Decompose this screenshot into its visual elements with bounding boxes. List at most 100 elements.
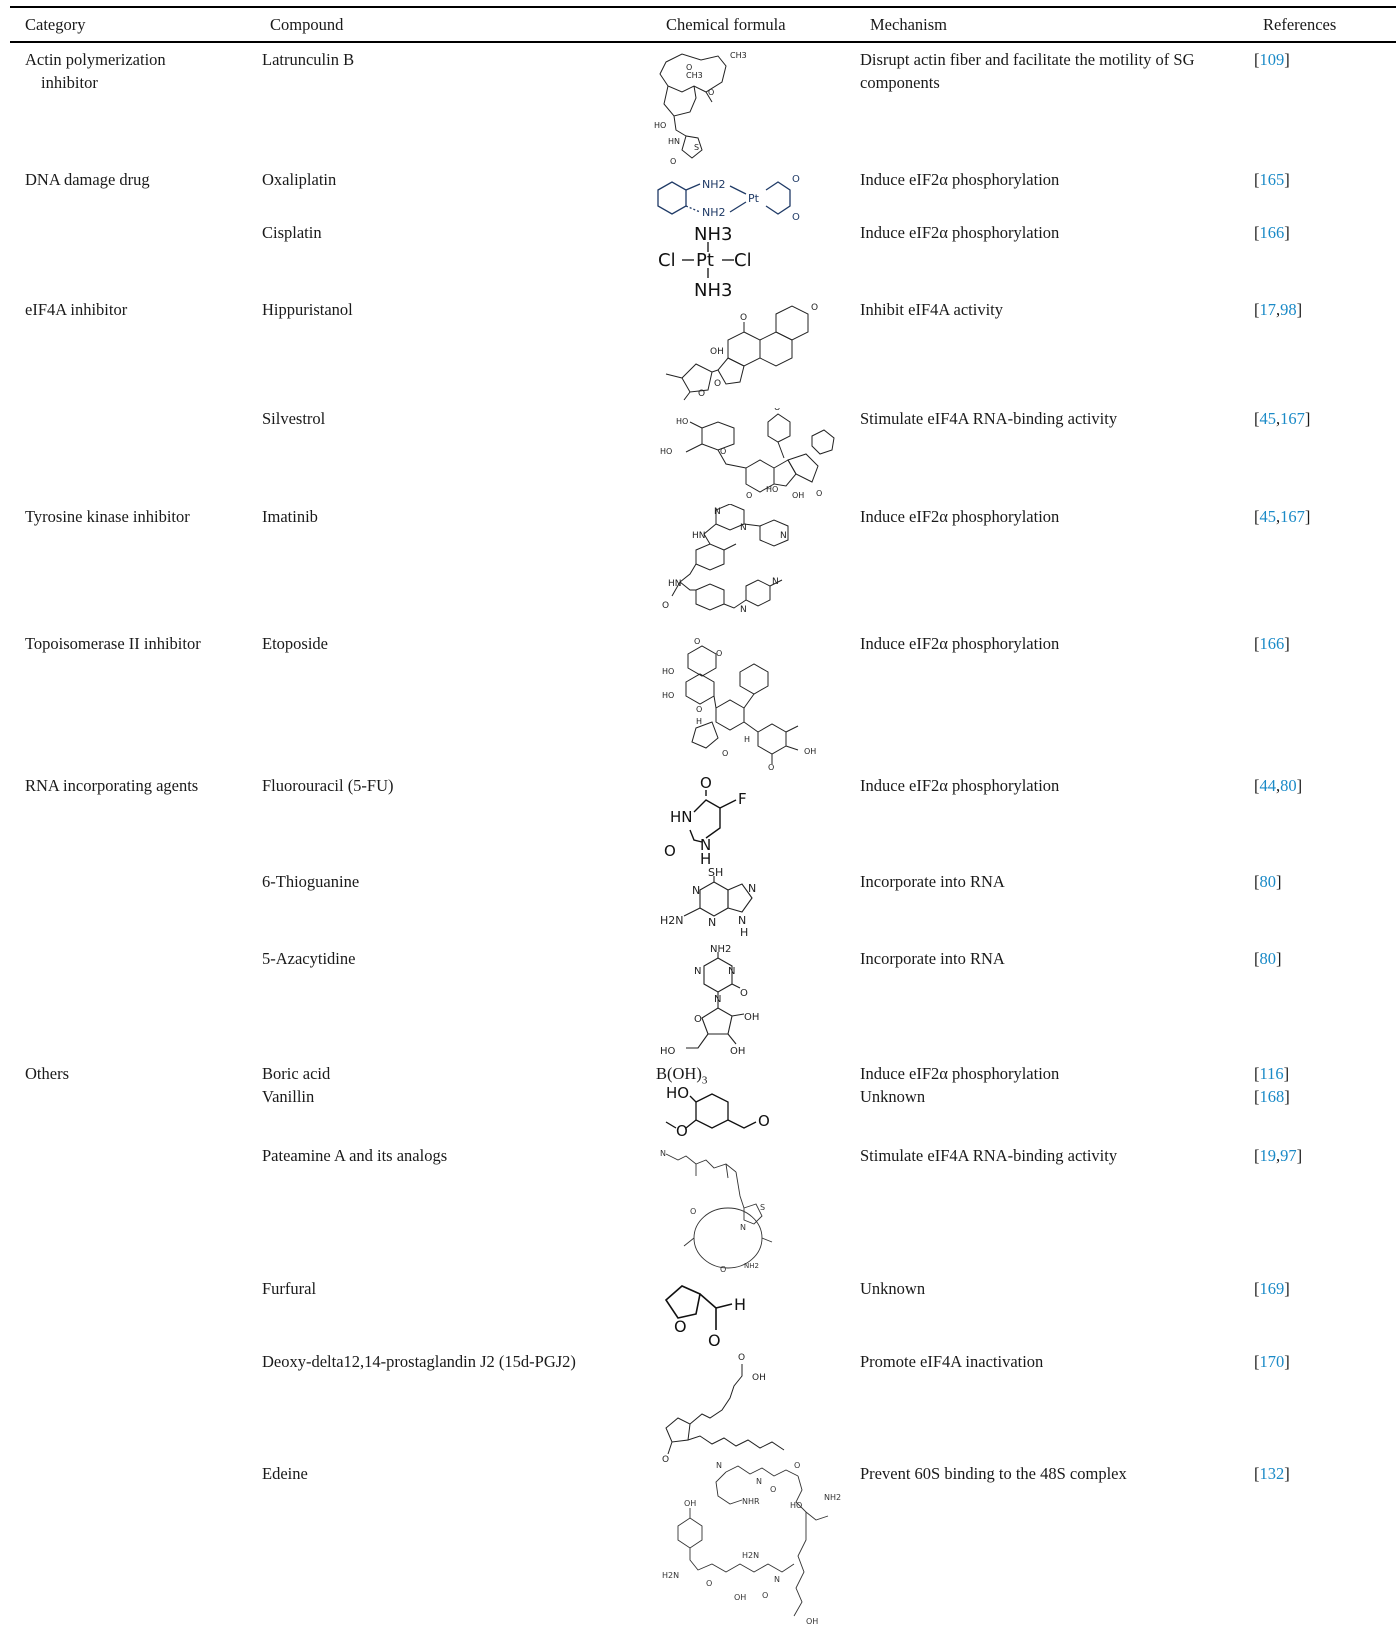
ref-link[interactable]: 19: [1259, 1146, 1277, 1165]
svg-text:O: O: [792, 174, 800, 185]
structure-silvestrol: HO HO O O O HO OH O: [656, 408, 836, 498]
svg-text:O: O: [698, 389, 705, 399]
ref-link[interactable]: 167: [1280, 507, 1305, 526]
compound-thioguanine: 6-Thioguanine: [262, 872, 360, 891]
compound-oxaliplatin: Oxaliplatin: [262, 170, 337, 189]
structure-pateamine: N O S N O NH2: [656, 1146, 776, 1276]
svg-text:NH2: NH2: [824, 1493, 841, 1502]
compound-boric-acid: Boric acid: [262, 1064, 331, 1083]
svg-text:Cl: Cl: [658, 250, 676, 271]
mechanism-imatinib: Induce eIF2α phosphorylation: [860, 507, 1060, 526]
ref-thioguanine: [80]: [1254, 872, 1282, 891]
svg-text:H: H: [700, 850, 711, 866]
svg-text:HN: HN: [692, 531, 706, 541]
structure-imatinib: N N HN N HN O N N: [656, 504, 836, 616]
svg-text:O: O: [774, 408, 780, 412]
svg-text:N: N: [748, 882, 756, 895]
ref-link[interactable]: 116: [1259, 1064, 1284, 1083]
svg-text:OH: OH: [710, 347, 724, 357]
svg-text:HO: HO: [662, 691, 674, 700]
structure-latrunculin: CH3 CH3 O O HO HN S O: [646, 50, 756, 168]
mechanism-latrunculin-cont: components: [860, 73, 940, 92]
svg-text:NH2: NH2: [744, 1262, 759, 1270]
svg-text:HN: HN: [670, 808, 693, 826]
ref-link[interactable]: 98: [1280, 300, 1297, 319]
ref-link[interactable]: 165: [1259, 170, 1285, 189]
ref-link[interactable]: 17: [1259, 300, 1277, 319]
ref-pgj2: [170]: [1254, 1352, 1290, 1371]
ref-cisplatin: [166]: [1254, 223, 1290, 242]
svg-text:O: O: [768, 763, 774, 772]
svg-text:OH: OH: [804, 747, 816, 756]
ref-link[interactable]: 167: [1280, 409, 1305, 428]
ref-link[interactable]: 166: [1259, 223, 1285, 242]
compound-imatinib: Imatinib: [262, 507, 318, 526]
svg-text:NH3: NH3: [694, 224, 732, 245]
header-references: References: [1263, 15, 1337, 34]
svg-text:O: O: [674, 1317, 687, 1336]
svg-text:O: O: [738, 1353, 745, 1363]
ref-link[interactable]: 132: [1259, 1464, 1285, 1483]
svg-text:N: N: [740, 1223, 746, 1232]
ref-link[interactable]: 97: [1280, 1146, 1297, 1165]
svg-text:O: O: [794, 1461, 800, 1470]
compound-furfural: Furfural: [262, 1279, 317, 1298]
svg-text:N: N: [714, 507, 721, 517]
svg-text:HO: HO: [666, 1084, 689, 1102]
mechanism-etoposide: Induce eIF2α phosphorylation: [860, 634, 1060, 653]
svg-text:N: N: [740, 605, 747, 615]
svg-text:O: O: [690, 1207, 696, 1216]
svg-text:NH2: NH2: [710, 944, 731, 955]
table-top-rule: [10, 6, 1396, 8]
category-topoisomerase: Topoisomerase II inhibitor: [25, 634, 201, 653]
ref-link[interactable]: 169: [1259, 1279, 1285, 1298]
svg-text:S: S: [694, 143, 699, 152]
ref-link[interactable]: 44: [1259, 776, 1277, 795]
ref-furfural: [169]: [1254, 1279, 1290, 1298]
svg-text:HN: HN: [668, 579, 682, 589]
ref-link[interactable]: 168: [1259, 1087, 1285, 1106]
svg-text:OH: OH: [730, 1046, 745, 1057]
ref-link[interactable]: 166: [1259, 634, 1285, 653]
structure-vanillin: HO O O: [656, 1084, 786, 1142]
svg-text:H2N: H2N: [742, 1551, 759, 1560]
structure-thioguanine: SH N N N H2N N H: [656, 868, 766, 948]
ref-link[interactable]: 109: [1259, 50, 1285, 69]
ref-link[interactable]: 45: [1259, 507, 1277, 526]
ref-link[interactable]: 45: [1259, 409, 1277, 428]
ref-oxaliplatin: [165]: [1254, 170, 1290, 189]
svg-text:OH: OH: [806, 1617, 818, 1626]
ref-imatinib: [45,167]: [1254, 507, 1311, 526]
svg-text:SH: SH: [708, 868, 723, 879]
ref-link[interactable]: 170: [1259, 1352, 1285, 1371]
header-chemical-formula: Chemical formula: [666, 15, 786, 34]
ref-vanillin: [168]: [1254, 1087, 1290, 1106]
category-others: Others: [25, 1064, 69, 1083]
svg-text:N: N: [738, 914, 746, 927]
svg-text:F: F: [738, 790, 747, 808]
mechanism-boric-acid: Induce eIF2α phosphorylation: [860, 1064, 1060, 1083]
mechanism-fluorouracil: Induce eIF2α phosphorylation: [860, 776, 1060, 795]
ref-link[interactable]: 80: [1280, 776, 1297, 795]
structure-azacytidine: NH2 N N N O O OH HO OH: [656, 944, 766, 1060]
svg-text:H: H: [740, 926, 748, 939]
ref-etoposide: [166]: [1254, 634, 1290, 653]
mechanism-vanillin: Unknown: [860, 1087, 926, 1106]
compound-etoposide: Etoposide: [262, 634, 328, 653]
ref-link[interactable]: 80: [1259, 949, 1277, 968]
svg-text:O: O: [716, 649, 722, 658]
ref-latrunculin: [109]: [1254, 50, 1290, 69]
mechanism-latrunculin: Disrupt actin fiber and facilitate the m…: [860, 50, 1195, 69]
svg-text:N: N: [780, 531, 787, 541]
svg-text:OH: OH: [734, 1593, 746, 1602]
svg-text:O: O: [714, 379, 721, 389]
svg-text:O: O: [816, 489, 822, 498]
svg-text:HO: HO: [660, 1046, 676, 1057]
formula-boric-main: B(OH): [656, 1064, 702, 1083]
svg-text:N: N: [774, 1575, 780, 1584]
svg-text:N: N: [714, 994, 721, 1005]
svg-text:N: N: [740, 523, 747, 533]
structure-furfural: O H O: [656, 1274, 766, 1346]
ref-link[interactable]: 80: [1259, 872, 1277, 891]
svg-text:O: O: [740, 313, 747, 323]
